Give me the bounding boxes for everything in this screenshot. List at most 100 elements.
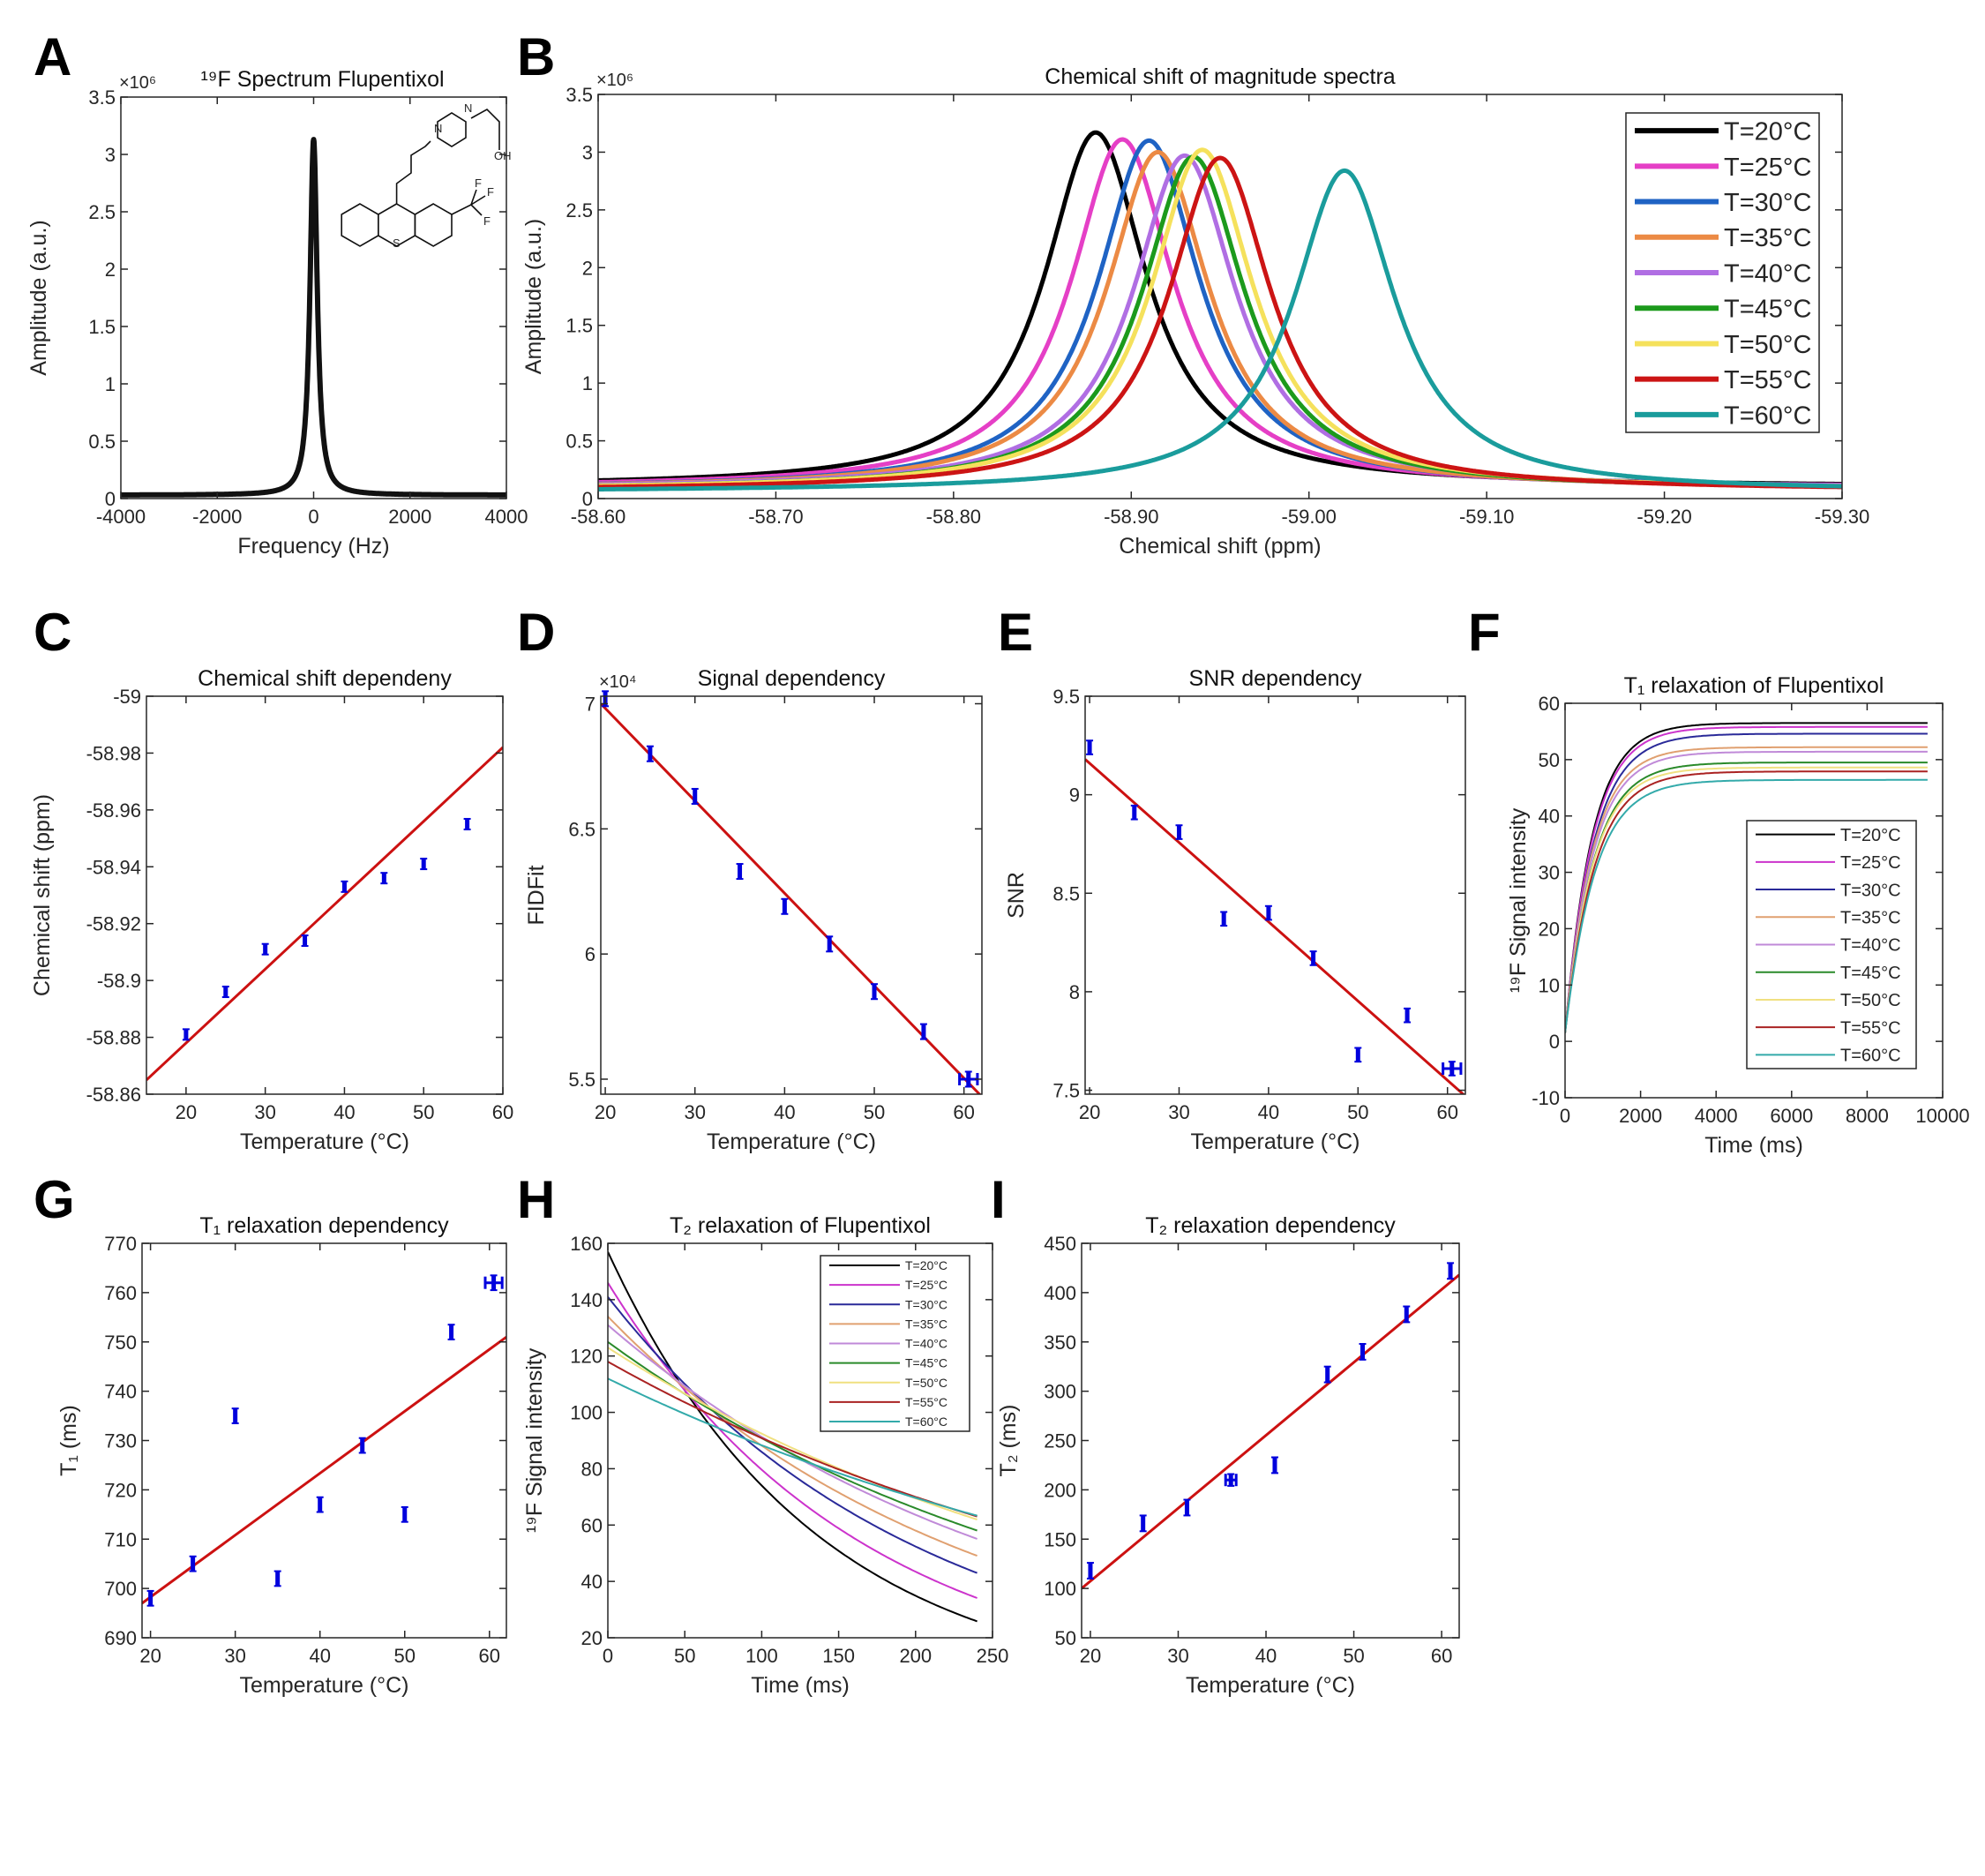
series-line-T=35°C xyxy=(1565,746,1928,1033)
panel-d: D 20 30 40 50 60 5.5 6 6.5 7 Temperature (°C) FIDFi… xyxy=(517,603,983,1154)
x-tick-label: -4000 xyxy=(96,506,146,528)
panel-letter: E xyxy=(998,603,1033,662)
y-tick-label: 10 xyxy=(1539,974,1560,996)
axes-frame xyxy=(146,695,504,1095)
legend-label: T=30°C xyxy=(1724,189,1811,217)
x-tick-label: 60 xyxy=(1436,1101,1457,1123)
x-tick-label: 60 xyxy=(953,1101,974,1123)
y-tick-label: 3.5 xyxy=(88,86,116,109)
structure-atom-label: N xyxy=(464,101,472,115)
panel-letter: B xyxy=(517,27,555,86)
series-line-T=20°C xyxy=(608,1251,978,1623)
y-tick-label: -59 xyxy=(113,686,141,708)
data-point xyxy=(221,986,229,999)
y-tick-label: 100 xyxy=(1044,1578,1076,1600)
data-point xyxy=(1309,950,1317,966)
y-tick-label: 60 xyxy=(581,1514,603,1536)
y-tick-label: 8 xyxy=(1069,981,1080,1003)
legend-label: T=30°C xyxy=(905,1297,948,1311)
y-tick-label: 700 xyxy=(104,1578,137,1600)
structure-atom-label: F xyxy=(487,185,494,199)
x-tick-label: 20 xyxy=(1080,1645,1101,1667)
data-point xyxy=(273,1570,281,1587)
benzene-ring-right xyxy=(414,203,453,247)
x-tick-label: -58.70 xyxy=(748,506,803,528)
chart-title: ¹⁹F Spectrum Flupentixol xyxy=(200,67,444,92)
data-point xyxy=(826,935,834,953)
y-tick-label: 690 xyxy=(104,1627,137,1649)
data-point xyxy=(1175,824,1183,840)
y-tick-label: -58.94 xyxy=(86,856,141,878)
x-tick-label: -2000 xyxy=(192,506,242,528)
structure-atom-label: S xyxy=(393,236,401,250)
legend: T=20°C T=25°C T=30°C T=35°C T=40°C T=45°C T=50… xyxy=(1625,112,1820,433)
y-axis-label: ¹⁹F Signal intensity xyxy=(1506,807,1531,993)
y-tick-label: 50 xyxy=(1055,1627,1076,1649)
series-line-T=55°C xyxy=(608,1361,978,1518)
plot-area xyxy=(601,702,982,1094)
legend-label: T=25°C xyxy=(1840,853,1901,873)
legend-label: T=45°C xyxy=(1724,296,1811,324)
data-point xyxy=(1086,1562,1094,1580)
x-tick-label: 2000 xyxy=(1619,1105,1662,1127)
legend-item: T=25°C xyxy=(829,1278,948,1292)
x-tick-label: -59.30 xyxy=(1815,506,1869,528)
panel-letter: H xyxy=(517,1170,555,1229)
x-tick-label: 20 xyxy=(595,1101,616,1123)
y-tick-label: 2.5 xyxy=(566,199,593,221)
series-line-T=60°C xyxy=(608,1377,978,1517)
y-tick-label: 60 xyxy=(1539,693,1560,715)
legend-item: T=35°C xyxy=(1756,908,1901,927)
y-tick-label: 250 xyxy=(1044,1430,1076,1452)
y-tick-label: 9.5 xyxy=(1052,686,1080,708)
y-tick-label: -58.9 xyxy=(97,970,141,992)
y-tick-label: 30 xyxy=(1539,862,1560,884)
x-tick-label: -58.80 xyxy=(926,506,981,528)
chart-title: T₁ relaxation dependency xyxy=(199,1213,449,1238)
y-tick-label: 40 xyxy=(1539,806,1560,828)
legend-label: T=35°C xyxy=(905,1317,948,1331)
x-tick-label: 40 xyxy=(333,1101,355,1123)
data-point xyxy=(146,1589,154,1607)
panel-b: B -58.60 -58.70 -58.80 -58.90 -59.00 -59.10 -59… xyxy=(517,27,1869,559)
y-tick-label: 2 xyxy=(105,259,116,281)
y-tick-label: 450 xyxy=(1044,1233,1076,1255)
data-point xyxy=(1086,739,1094,755)
panel-e: E 20 30 40 50 60 7.5 8 8.5 9 9.5 Temperature (°C) SN… xyxy=(998,603,1466,1154)
legend-item: T=60°C xyxy=(829,1415,948,1429)
panel-letter: A xyxy=(34,27,71,86)
x-tick-label: 20 xyxy=(176,1101,197,1123)
plot-area xyxy=(142,1335,506,1605)
legend-item: T=30°C xyxy=(1635,189,1811,217)
y-axis-label: FIDFit xyxy=(524,865,549,925)
data-point xyxy=(380,872,388,885)
y-tick-label: -58.88 xyxy=(86,1027,141,1049)
y-tick-label: 160 xyxy=(570,1233,603,1255)
x-tick-label: 50 xyxy=(394,1645,416,1667)
legend: T=20°C T=25°C T=30°C T=35°C T=40°C T=45°C T=50… xyxy=(820,1255,970,1432)
legend-label: T=25°C xyxy=(905,1278,948,1292)
y-tick-label: 20 xyxy=(1539,918,1560,940)
structure-atom-label: F xyxy=(475,176,482,190)
panel-h: H 0 50 100 150 200 250 20 40 60 80 100 120 140 160 Time… xyxy=(517,1170,1008,1698)
y-axis-label: Amplitude (a.u.) xyxy=(26,220,51,375)
y-tick-label: 40 xyxy=(581,1571,603,1593)
series-line-T=25°C xyxy=(1565,725,1928,1033)
chart-title: Signal dependency xyxy=(698,666,886,691)
y-tick-label: 8.5 xyxy=(1052,882,1080,904)
legend-label: T=40°C xyxy=(905,1337,948,1351)
legend-label: T=55°C xyxy=(1840,1018,1901,1038)
structure-atom-label: N xyxy=(434,122,442,135)
axis-exponent: ×10⁶ xyxy=(119,73,156,93)
x-tick-label: 50 xyxy=(1343,1645,1364,1667)
propyl-chain xyxy=(395,140,431,204)
x-tick-label: 40 xyxy=(774,1101,795,1123)
series-line-T=45°C xyxy=(1565,762,1928,1033)
cf-bond xyxy=(470,204,483,216)
x-tick-label: 50 xyxy=(864,1101,885,1123)
legend-label: T=50°C xyxy=(1724,331,1811,359)
legend-label: T=55°C xyxy=(905,1395,948,1409)
y-tick-label: 300 xyxy=(1044,1381,1076,1403)
x-tick-label: -58.60 xyxy=(571,506,625,528)
